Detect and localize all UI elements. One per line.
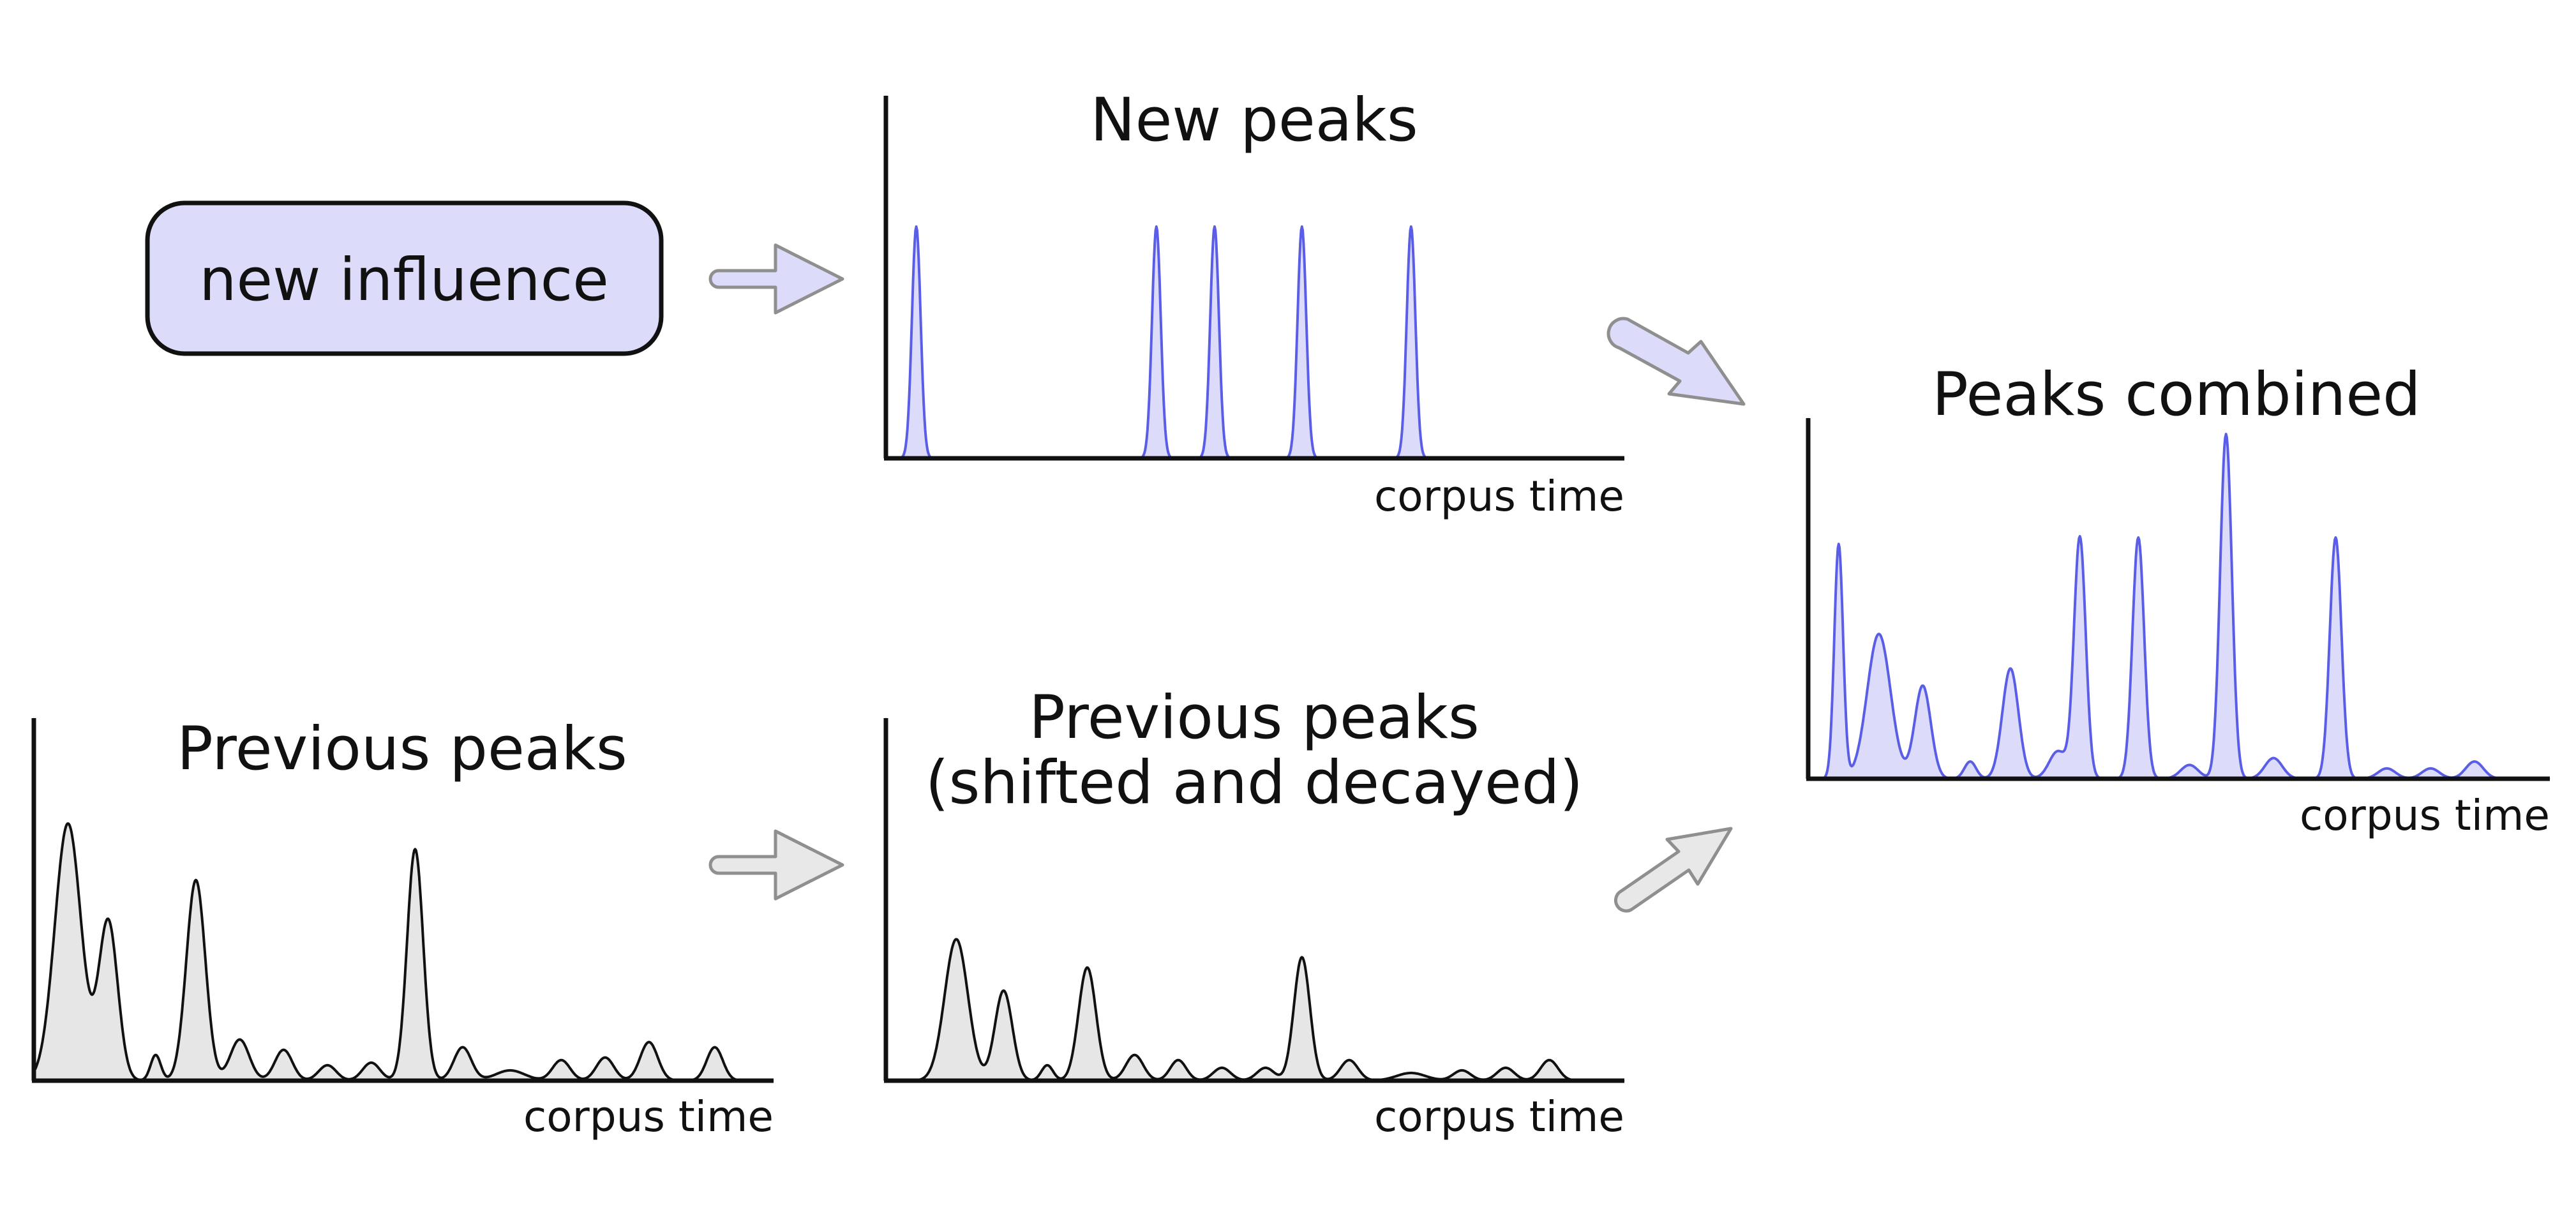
panel-new-peaks: New peaks corpus time — [883, 86, 1625, 521]
previous-peaks-plot — [34, 822, 767, 1082]
shifted-peaks-plot — [887, 938, 1615, 1082]
combined-peaks-plot — [1809, 433, 2541, 780]
new-influence-box: new influence — [145, 200, 664, 356]
previous-peaks-area — [35, 823, 766, 1081]
arrow-shifted-to-combined — [1614, 827, 1733, 913]
new-influence-label: new influence — [199, 246, 609, 314]
new-peaks-title: New peaks — [1090, 86, 1418, 155]
new-peaks-area — [887, 227, 1615, 458]
shifted-peaks-curve — [887, 938, 1615, 1082]
arrow-influence-to-new-peaks — [708, 243, 844, 315]
previous-peaks-x-label: corpus time — [523, 1092, 774, 1141]
panel-combined-peaks: Peaks combined corpus time — [1806, 360, 2550, 840]
panel-shifted-peaks: Previous peaks (shifted and decayed) cor… — [883, 683, 1625, 1141]
shifted-peaks-title-line2: (shifted and decayed) — [925, 748, 1583, 818]
arrow-new-peaks-to-combined — [1606, 317, 1746, 406]
combined-peaks-area — [1809, 434, 2540, 779]
new-peaks-curve — [887, 225, 1615, 460]
combined-peaks-title: Peaks combined — [1932, 360, 2421, 430]
combined-peaks-x-label: corpus time — [2300, 791, 2550, 840]
shifted-peaks-title-line1: Previous peaks — [1029, 683, 1479, 753]
shifted-peaks-x-label: corpus time — [1374, 1092, 1624, 1141]
previous-peaks-curve — [34, 822, 767, 1082]
arrow-previous-to-shifted — [708, 829, 844, 901]
combined-peaks-curve — [1809, 433, 2541, 780]
new-peaks-plot — [887, 225, 1615, 460]
new-influence-box-shape — [145, 200, 664, 356]
previous-peaks-title: Previous peaks — [177, 714, 627, 784]
panel-previous-peaks: Previous peaks corpus time — [31, 714, 774, 1141]
new-peaks-x-label: corpus time — [1374, 472, 1624, 521]
